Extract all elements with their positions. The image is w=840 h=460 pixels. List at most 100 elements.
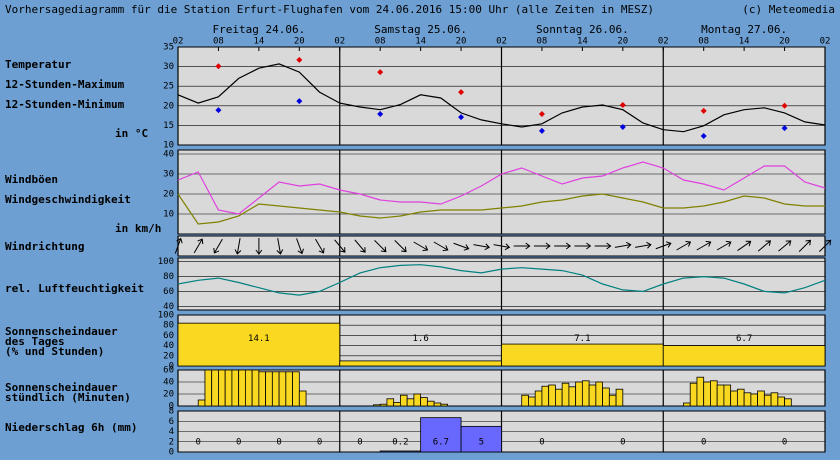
panel-label: Windgeschwindigkeit <box>5 193 131 206</box>
bar <box>211 369 219 407</box>
wind-arrow <box>354 239 366 253</box>
bar-label: 7.1 <box>574 334 590 344</box>
x-tick-label: 20 <box>294 37 305 47</box>
bar <box>716 384 725 407</box>
wind-arrow <box>493 243 511 251</box>
y-tick-label: 20 <box>163 190 174 200</box>
wind-arrow <box>696 240 712 251</box>
bar <box>743 392 752 407</box>
credit: (c) Meteomedia <box>742 3 835 16</box>
y-tick-label: 8 <box>169 407 174 417</box>
bar <box>298 390 307 407</box>
point <box>700 107 707 114</box>
bar <box>379 450 422 453</box>
bar-label: 1.6 <box>412 334 428 344</box>
bar <box>238 369 246 407</box>
series-line <box>177 264 826 296</box>
bar <box>689 382 698 407</box>
wind-arrow <box>513 242 531 250</box>
y-tick-label: 100 <box>158 311 174 321</box>
wind-arrow <box>276 238 284 255</box>
series-line <box>177 193 825 225</box>
bar-label: 0 <box>701 438 706 448</box>
y-tick-label: 25 <box>163 82 174 92</box>
bar-label: 0 <box>539 438 544 448</box>
wind-arrow <box>255 238 263 255</box>
y-tick-label: 40 <box>163 378 174 388</box>
y-tick-label: 40 <box>163 341 174 351</box>
y-tick-label: 60 <box>163 287 174 297</box>
y-tick-label: 30 <box>163 62 174 72</box>
y-tick-label: 6 <box>169 417 174 427</box>
x-tick-label: 08 <box>698 37 709 47</box>
bar <box>608 394 617 407</box>
wind-arrow <box>473 243 490 251</box>
bar <box>534 390 543 407</box>
bar <box>258 371 267 407</box>
point <box>296 98 303 105</box>
x-tick-label: 08 <box>537 37 548 47</box>
point <box>296 56 303 63</box>
bar-label: 5 <box>479 438 484 448</box>
day-label: Montag 27.06. <box>701 23 787 36</box>
y-tick-label: 20 <box>163 351 174 361</box>
x-tick-label: 20 <box>456 37 467 47</box>
bar-label: 6.7 <box>433 438 449 448</box>
bar <box>575 381 583 407</box>
bar <box>561 382 570 407</box>
bar-label: 0 <box>236 438 241 448</box>
bar <box>595 381 603 407</box>
y-tick-label: 35 <box>163 43 174 53</box>
y-tick-label: 0 <box>169 402 174 412</box>
bar-label: 14.1 <box>248 334 270 344</box>
bar <box>528 396 536 407</box>
series-line <box>177 63 826 133</box>
bar-label: 0 <box>317 438 322 448</box>
series-line <box>177 161 826 215</box>
bar <box>662 345 826 367</box>
bar <box>521 394 529 407</box>
wind-arrow <box>574 242 592 250</box>
bar <box>386 398 395 407</box>
x-tick-label: 02 <box>658 37 669 47</box>
point <box>781 102 788 109</box>
bar <box>588 384 597 407</box>
y-tick-label: 40 <box>163 302 174 312</box>
bar-label: 0 <box>357 438 362 448</box>
y-tick-label: 60 <box>163 366 174 376</box>
y-tick-label: 10 <box>163 141 174 151</box>
bar <box>777 396 785 407</box>
bar <box>784 398 792 407</box>
y-tick-label: 2 <box>169 437 174 447</box>
wind-arrow <box>193 238 204 254</box>
point <box>619 123 626 130</box>
panel-label: 12-Stunden-Maximum <box>5 78 125 91</box>
y-tick-label: 80 <box>163 321 174 331</box>
wind-arrow <box>433 241 449 252</box>
bar <box>292 371 300 407</box>
bar <box>757 390 765 407</box>
bar-label: 0.2 <box>392 438 408 448</box>
wind-arrow <box>413 241 429 252</box>
wind-arrow <box>174 237 183 254</box>
page-title: Vorhersagediagramm für die Station Erfur… <box>5 3 654 16</box>
x-tick-label: 14 <box>739 37 750 47</box>
bar <box>750 393 759 407</box>
point <box>458 114 465 121</box>
x-tick-label: 02 <box>173 37 184 47</box>
panel-label: stündlich (Minuten) <box>5 391 131 404</box>
x-tick-label: 14 <box>415 37 426 47</box>
bar <box>231 369 240 407</box>
point <box>700 132 707 139</box>
bar <box>541 385 550 407</box>
bar <box>177 322 341 367</box>
y-tick-label: 15 <box>163 121 174 131</box>
panel-label: rel. Luftfeuchtigkeit <box>5 282 144 295</box>
bar <box>426 400 435 407</box>
wind-arrow <box>334 239 346 253</box>
x-tick-label: 02 <box>496 37 507 47</box>
y-tick-label: 80 <box>163 272 174 282</box>
wind-arrow <box>394 239 407 253</box>
panel-label: Sonnenscheindauer <box>5 381 118 394</box>
